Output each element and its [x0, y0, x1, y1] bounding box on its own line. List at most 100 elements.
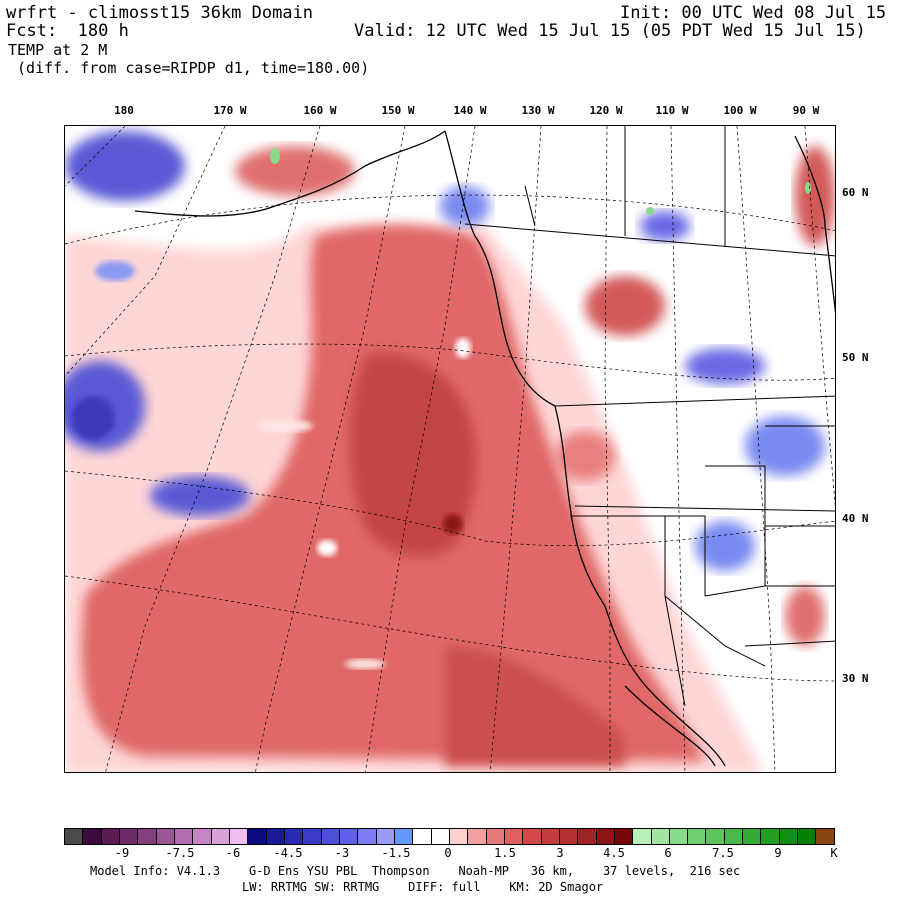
warm-max-spot — [443, 514, 463, 534]
colorbar-swatch — [541, 829, 560, 844]
lon-label-150w: 150 W — [381, 104, 415, 117]
political-borders — [464, 126, 835, 707]
colorbar-tick-label: 3 — [556, 846, 564, 860]
colorbar-swatch — [358, 829, 377, 844]
lat-label-40n: 40 N — [842, 512, 869, 525]
colorbar-swatch — [119, 829, 139, 844]
forecast-hour: Fcst: 180 h — [6, 21, 129, 41]
colorbar-swatch — [303, 829, 322, 844]
colorbar-unit: K — [830, 846, 838, 860]
warm-patch-land — [785, 586, 825, 646]
colorbar-swatch — [816, 829, 834, 844]
lat-label-30n: 30 N — [842, 672, 869, 685]
colorbar-swatch — [248, 829, 267, 844]
colorbar-swatch — [83, 829, 102, 844]
lon-label-110w: 110 W — [655, 104, 689, 117]
colorbar-tick-label: 0 — [444, 846, 452, 860]
colorbar-swatch — [688, 829, 707, 844]
cold-anomaly-west-core — [71, 396, 115, 440]
colorbar-swatch — [743, 829, 762, 844]
colorbar-swatch — [138, 829, 157, 844]
coastline — [134, 130, 835, 767]
neutral-pocket — [345, 659, 385, 669]
model-info: Model Info: V4.1.3 G-D Ens YSU PBL Thomp… — [90, 864, 741, 878]
colorbar-swatch — [229, 829, 249, 844]
init-time: Init: 00 UTC Wed 08 Jul 15 — [620, 3, 887, 23]
colorbar-swatch — [706, 829, 725, 844]
map-plot — [64, 125, 836, 773]
colorbar-swatch — [578, 829, 597, 844]
diff-description: (diff. from case=RIPDP d1, time=180.00) — [8, 59, 370, 77]
lat-label-60n: 60 N — [842, 186, 869, 199]
colorbar-swatch — [431, 829, 450, 844]
lon-label-90w: 90 W — [792, 104, 820, 117]
warm-anomaly-core — [350, 353, 476, 557]
cold-anomaly-aleutian — [95, 261, 135, 281]
warm-patch-land — [555, 431, 615, 481]
colorbar-swatch — [339, 829, 359, 844]
valid-time: Valid: 12 UTC Wed 15 Jul 15 (05 PDT Wed … — [354, 21, 866, 41]
colorbar-swatch — [614, 829, 634, 844]
warm-anomaly-south — [445, 646, 625, 766]
warm-patch-land — [795, 146, 835, 246]
colorbar-tick-label: 4.5 — [603, 846, 625, 860]
green-spot — [270, 148, 280, 164]
colorbar-swatch — [174, 829, 194, 844]
lon-label-130w: 130 W — [521, 104, 555, 117]
colorbar-swatch — [394, 829, 414, 844]
cold-anomaly-bering — [65, 131, 185, 201]
colorbar-swatch — [321, 829, 340, 844]
neutral-pocket — [455, 338, 471, 358]
neutral-pocket — [317, 540, 337, 556]
colorbar-swatch — [65, 829, 84, 844]
colorbar-swatch — [779, 829, 799, 844]
colorbar — [64, 828, 835, 845]
colorbar-tick-label: -7.5 — [165, 846, 195, 860]
physics-info: LW: RRTMG SW: RRTMG DIFF: full KM: 2D Sm… — [242, 880, 604, 894]
colorbar-swatch — [761, 829, 780, 844]
lon-label-160w: 160 W — [303, 104, 337, 117]
colorbar-tick-label: -3 — [334, 846, 350, 860]
field-name: TEMP at 2 M — [8, 41, 108, 59]
colorbar-swatch — [798, 829, 817, 844]
colorbar-tick-label: -6 — [225, 846, 241, 860]
cold-anomaly-utah — [695, 521, 755, 571]
colorbar-swatch — [633, 829, 652, 844]
colorbar-tick-label: -4.5 — [273, 846, 303, 860]
colorbar-tick-label: -1.5 — [381, 846, 411, 860]
colorbar-swatch — [724, 829, 744, 844]
colorbar-swatch — [449, 829, 469, 844]
graticule — [65, 126, 835, 772]
warm-patch-land — [235, 146, 355, 196]
colorbar-swatch — [211, 829, 230, 844]
colorbar-swatch — [559, 829, 579, 844]
cold-anomaly-midpac — [150, 476, 250, 516]
colorbar-tick-label: 9 — [774, 846, 782, 860]
colorbar-swatch — [523, 829, 542, 844]
lon-label-100w: 100 W — [723, 104, 757, 117]
colorbar-tick-label: -9 — [114, 846, 130, 860]
lon-label-180: 180 — [114, 104, 134, 117]
warm-patch-land — [585, 276, 665, 336]
colorbar-swatch — [468, 829, 487, 844]
lon-label-140w: 140 W — [453, 104, 487, 117]
lon-label-120w: 120 W — [589, 104, 623, 117]
colorbar-tick-label: 1.5 — [494, 846, 516, 860]
colorbar-swatch — [101, 829, 120, 844]
colorbar-swatch — [156, 829, 175, 844]
cold-anomaly-idaho — [745, 416, 825, 476]
domain-title: wrfrt - climosst15 36km Domain — [6, 3, 314, 23]
green-spot — [805, 182, 811, 194]
colorbar-swatch — [376, 829, 395, 844]
colorbar-swatch — [486, 829, 505, 844]
colorbar-swatch — [193, 829, 212, 844]
cold-anomaly-bc — [685, 348, 765, 384]
colorbar-swatch — [669, 829, 689, 844]
colorbar-tick-label: 6 — [664, 846, 672, 860]
colorbar-swatch — [596, 829, 615, 844]
map-svg — [65, 126, 835, 772]
colorbar-swatch — [504, 829, 524, 844]
cold-anomaly-canada — [640, 211, 690, 241]
lat-label-50n: 50 N — [842, 351, 869, 364]
colorbar-swatch — [413, 829, 432, 844]
